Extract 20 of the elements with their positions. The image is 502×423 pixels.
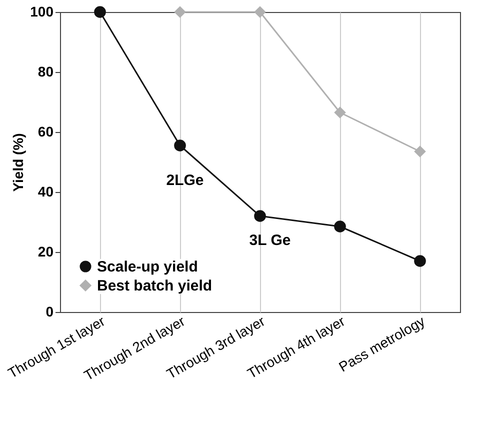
point	[334, 106, 346, 118]
annotation: 3L Ge	[249, 232, 291, 249]
point	[254, 6, 266, 18]
legend-label: Best batch yield	[97, 278, 212, 294]
y-tick-label: 20	[38, 244, 54, 260]
y-tick-label: 0	[46, 304, 54, 320]
point	[174, 140, 186, 152]
point	[334, 220, 346, 232]
y-tick-label: 100	[30, 4, 54, 20]
y-tick-label: 80	[38, 64, 54, 80]
annotation: 2LGe	[166, 172, 204, 189]
point	[414, 255, 426, 267]
legend-label: Scale-up yield	[97, 258, 198, 276]
point	[174, 6, 186, 18]
y-tick-label: 60	[38, 124, 54, 140]
point	[414, 146, 426, 158]
point	[254, 210, 266, 222]
point	[94, 6, 106, 18]
y-tick-label: 40	[38, 184, 54, 200]
y-axis-title: Yield (%)	[10, 133, 26, 192]
